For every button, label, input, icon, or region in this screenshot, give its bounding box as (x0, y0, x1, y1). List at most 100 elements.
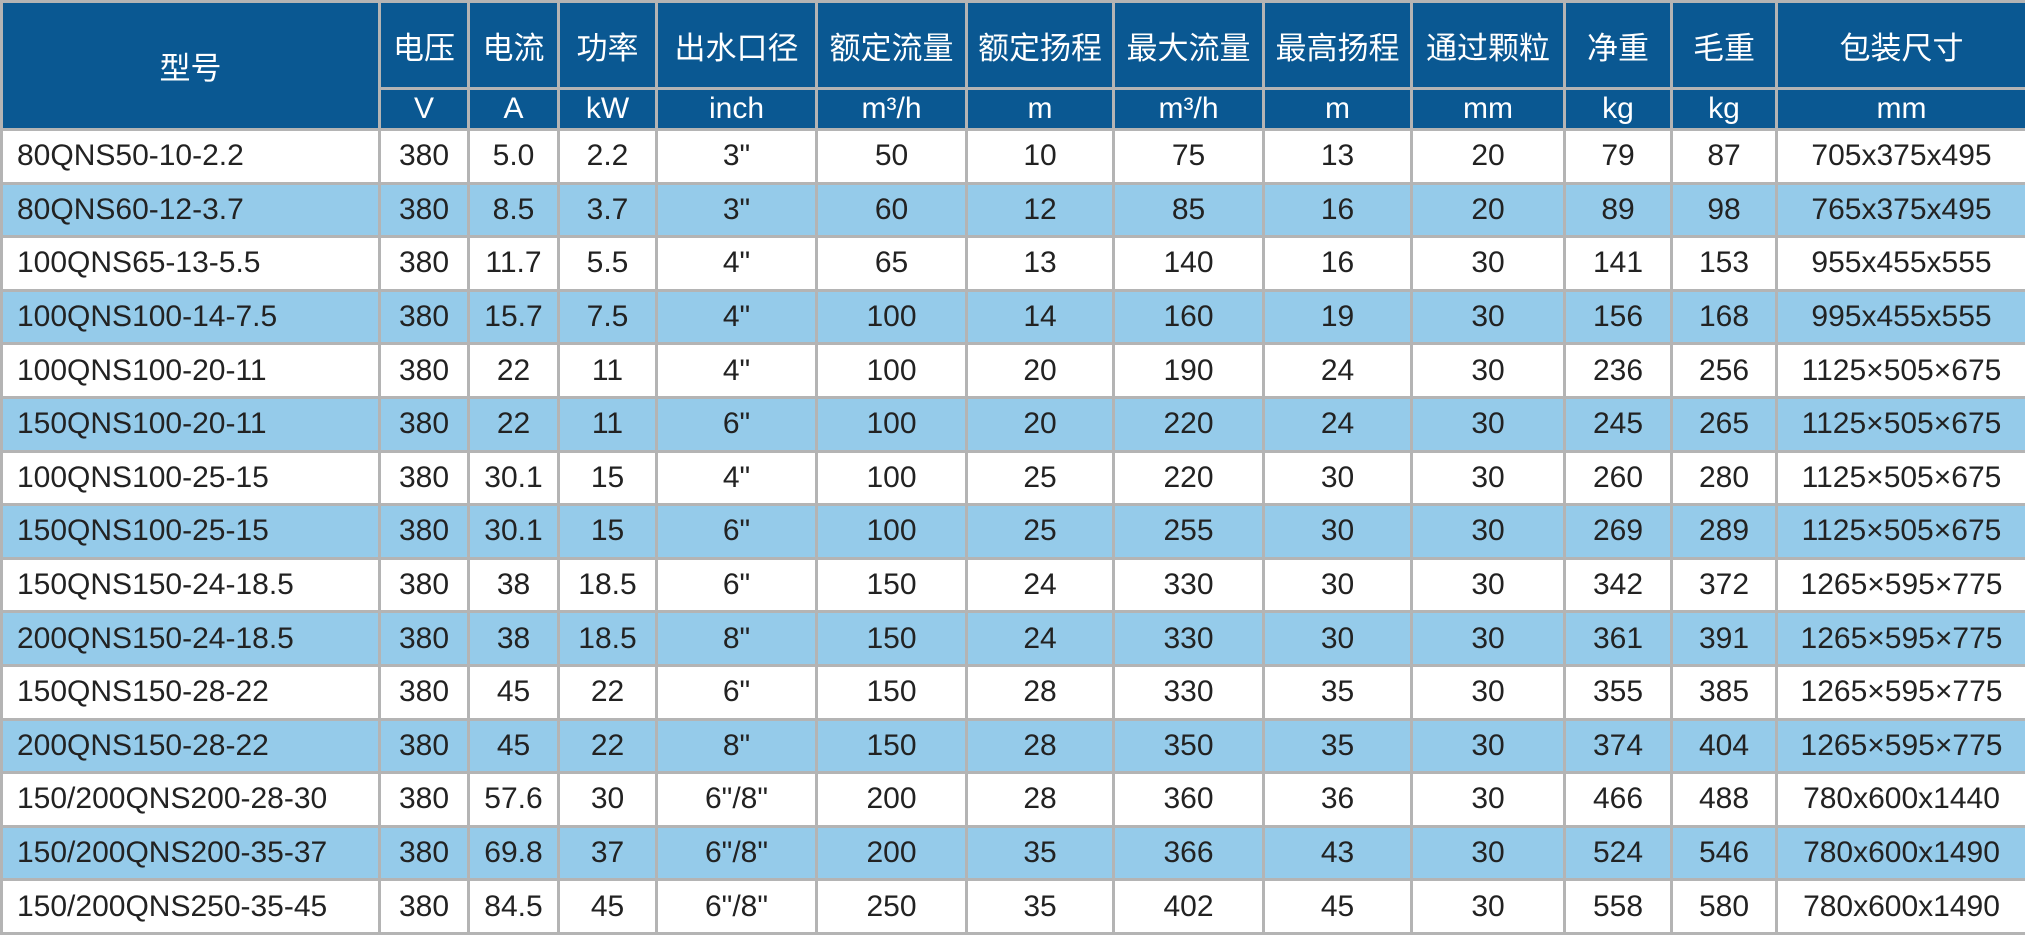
cell-max-head: 30 (1264, 612, 1412, 666)
cell-max-head: 35 (1264, 719, 1412, 773)
cell-outlet-diameter: 6"/8" (657, 826, 817, 880)
cell-rated-flow: 100 (817, 344, 967, 398)
cell-net-weight: 524 (1565, 826, 1672, 880)
cell-outlet-diameter: 6" (657, 665, 817, 719)
cell-max-flow: 255 (1114, 505, 1264, 559)
cell-rated-head: 35 (967, 826, 1114, 880)
cell-max-head: 30 (1264, 558, 1412, 612)
cell-max-flow: 85 (1114, 183, 1264, 237)
cell-gross-weight: 391 (1672, 612, 1777, 666)
cell-particle-size: 20 (1412, 183, 1565, 237)
cell-net-weight: 355 (1565, 665, 1672, 719)
header-max-head: 最高扬程 (1264, 2, 1412, 89)
cell-gross-weight: 168 (1672, 290, 1777, 344)
cell-max-flow: 220 (1114, 451, 1264, 505)
cell-package-size: 995x455x555 (1777, 290, 2025, 344)
cell-voltage: 380 (380, 826, 469, 880)
cell-net-weight: 245 (1565, 397, 1672, 451)
cell-voltage: 380 (380, 183, 469, 237)
header-max-flow: 最大流量 (1114, 2, 1264, 89)
cell-model: 150QNS150-28-22 (2, 665, 380, 719)
cell-package-size: 780x600x1490 (1777, 826, 2025, 880)
cell-max-head: 45 (1264, 880, 1412, 934)
cell-net-weight: 89 (1565, 183, 1672, 237)
cell-power: 2.2 (559, 130, 657, 184)
cell-max-flow: 402 (1114, 880, 1264, 934)
cell-particle-size: 30 (1412, 826, 1565, 880)
cell-rated-head: 25 (967, 505, 1114, 559)
cell-rated-head: 28 (967, 665, 1114, 719)
header-current: 电流 (469, 2, 559, 89)
cell-power: 22 (559, 719, 657, 773)
unit-max-flow: m³/h (1114, 89, 1264, 130)
cell-rated-flow: 150 (817, 558, 967, 612)
cell-rated-head: 24 (967, 612, 1114, 666)
cell-power: 5.5 (559, 237, 657, 291)
cell-package-size: 705x375x495 (1777, 130, 2025, 184)
cell-rated-flow: 200 (817, 826, 967, 880)
header-gross-weight: 毛重 (1672, 2, 1777, 89)
unit-max-head: m (1264, 89, 1412, 130)
header-model: 型号 (2, 2, 380, 130)
cell-voltage: 380 (380, 130, 469, 184)
cell-outlet-diameter: 6" (657, 558, 817, 612)
cell-power: 30 (559, 773, 657, 827)
cell-power: 18.5 (559, 558, 657, 612)
cell-package-size: 1265×595×775 (1777, 612, 2025, 666)
cell-outlet-diameter: 6" (657, 505, 817, 559)
cell-particle-size: 30 (1412, 451, 1565, 505)
cell-max-head: 36 (1264, 773, 1412, 827)
cell-particle-size: 30 (1412, 397, 1565, 451)
unit-net-weight: kg (1565, 89, 1672, 130)
cell-current: 11.7 (469, 237, 559, 291)
cell-current: 22 (469, 397, 559, 451)
cell-power: 22 (559, 665, 657, 719)
cell-rated-flow: 100 (817, 397, 967, 451)
cell-rated-head: 12 (967, 183, 1114, 237)
cell-gross-weight: 87 (1672, 130, 1777, 184)
cell-package-size: 765x375x495 (1777, 183, 2025, 237)
cell-rated-flow: 150 (817, 665, 967, 719)
header-rated-head: 额定扬程 (967, 2, 1114, 89)
cell-rated-head: 20 (967, 344, 1114, 398)
cell-model: 150QNS150-24-18.5 (2, 558, 380, 612)
cell-max-flow: 366 (1114, 826, 1264, 880)
cell-package-size: 1125×505×675 (1777, 397, 2025, 451)
header-row: 型号电压电流功率出水口径额定流量额定扬程最大流量最高扬程通过颗粒净重毛重包装尺寸 (2, 2, 2025, 89)
cell-rated-head: 25 (967, 451, 1114, 505)
cell-particle-size: 30 (1412, 773, 1565, 827)
cell-voltage: 380 (380, 612, 469, 666)
cell-max-head: 35 (1264, 665, 1412, 719)
cell-max-flow: 330 (1114, 612, 1264, 666)
cell-outlet-diameter: 6" (657, 397, 817, 451)
cell-package-size: 1125×505×675 (1777, 344, 2025, 398)
cell-current: 45 (469, 665, 559, 719)
cell-max-head: 16 (1264, 237, 1412, 291)
unit-current: A (469, 89, 559, 130)
cell-max-flow: 190 (1114, 344, 1264, 398)
cell-rated-head: 35 (967, 880, 1114, 934)
cell-power: 15 (559, 451, 657, 505)
unit-package-size: mm (1777, 89, 2025, 130)
cell-current: 30.1 (469, 505, 559, 559)
cell-rated-flow: 150 (817, 612, 967, 666)
cell-gross-weight: 265 (1672, 397, 1777, 451)
cell-package-size: 1125×505×675 (1777, 451, 2025, 505)
header-rated-flow: 额定流量 (817, 2, 967, 89)
cell-outlet-diameter: 3" (657, 130, 817, 184)
cell-rated-flow: 100 (817, 505, 967, 559)
header-net-weight: 净重 (1565, 2, 1672, 89)
cell-particle-size: 30 (1412, 719, 1565, 773)
cell-model: 80QNS50-10-2.2 (2, 130, 380, 184)
cell-max-flow: 160 (1114, 290, 1264, 344)
